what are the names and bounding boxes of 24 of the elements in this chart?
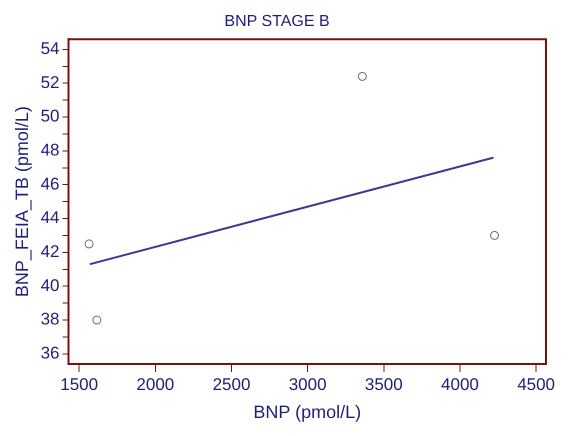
- point: [358, 72, 367, 81]
- x-tick-label: 4000: [441, 374, 479, 394]
- y-tick-label: 54: [40, 39, 60, 58]
- y-tick-label: 44: [40, 208, 60, 228]
- x-axis-title: BNP (pmol/L): [253, 402, 362, 422]
- chart-title: BNP STAGE B: [224, 13, 330, 30]
- point: [490, 230, 500, 240]
- y-tick-label: 40: [40, 276, 60, 295]
- point: [92, 316, 102, 325]
- y-tick-label: 42: [40, 242, 60, 262]
- y-tick-label: 38: [40, 310, 60, 329]
- point: [84, 239, 94, 248]
- x-tick-label: 4500: [517, 374, 556, 394]
- y-tick-label: 50: [40, 106, 60, 126]
- y-axis-title: BNP_FEIA_TB (pmol/L): [12, 106, 32, 298]
- x-tick-label: 3500: [364, 374, 403, 394]
- y-tick-label: 46: [40, 174, 60, 194]
- x-tick-label: 1500: [60, 374, 98, 394]
- y-tick-label: 36: [40, 344, 60, 363]
- y-tick-label: 52: [40, 72, 60, 92]
- y-tick-label: 48: [40, 140, 60, 160]
- x-tick-label: 3000: [288, 374, 327, 394]
- x-tick-label: 2000: [136, 374, 174, 394]
- x-tick-label: 2500: [212, 374, 250, 394]
